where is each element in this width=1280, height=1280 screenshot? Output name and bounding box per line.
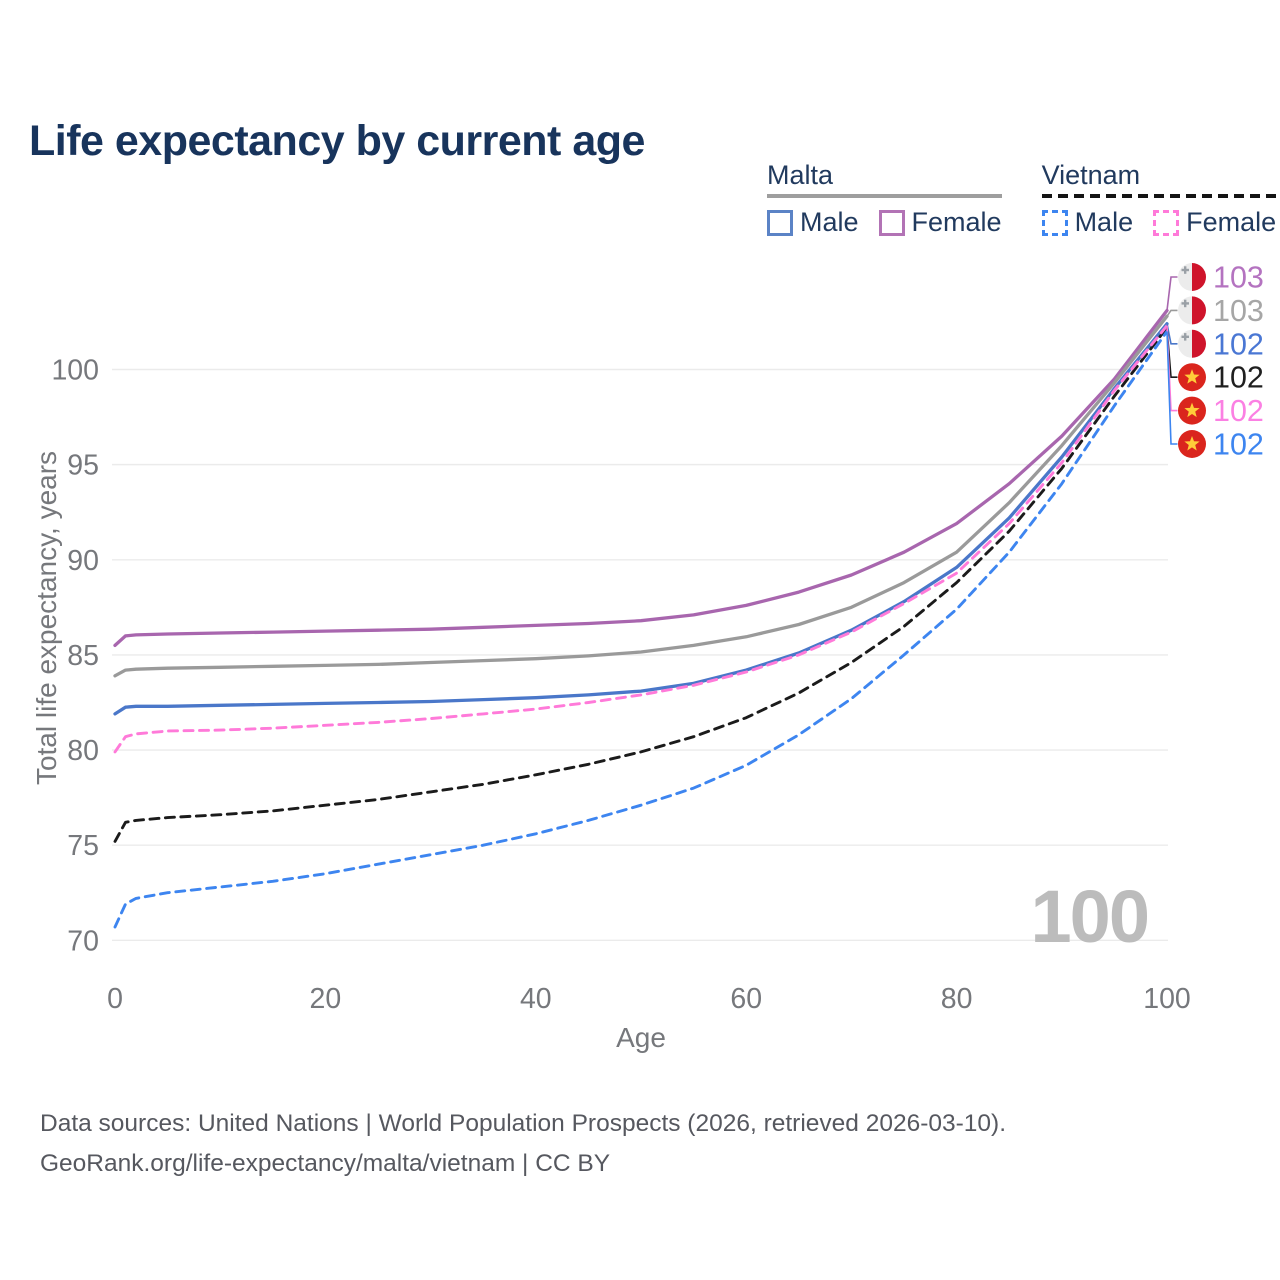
- x-tick-label: 40: [520, 983, 552, 1015]
- legend-item-label: Female: [911, 207, 1002, 237]
- series-end-label: 102: [1213, 428, 1264, 462]
- legend-item-malta-male[interactable]: Male: [767, 207, 859, 238]
- attribution-line: GeoRank.org/life-expectancy/malta/vietna…: [40, 1150, 611, 1177]
- x-tick-label: 60: [730, 983, 762, 1015]
- age-counter-watermark: 100: [1031, 875, 1148, 958]
- vietnam-flag-icon: [1178, 363, 1206, 392]
- vietnam-male-swatch-icon[interactable]: [1041, 209, 1068, 236]
- series-end-label: 103: [1213, 261, 1264, 295]
- series-end-label: 102: [1213, 327, 1264, 361]
- series-line-malta-male[interactable]: [113, 322, 1169, 716]
- end-label-connector: [1166, 323, 1178, 345]
- series-end-label: 103: [1213, 294, 1264, 328]
- x-tick-label: 20: [310, 983, 342, 1015]
- series-line-vietnam-total[interactable]: [113, 326, 1169, 843]
- y-tick-label: 95: [67, 450, 99, 482]
- vietnam-female-swatch-icon[interactable]: [1153, 209, 1180, 236]
- y-tick-label: 80: [67, 735, 99, 767]
- y-tick-label: 85: [67, 640, 99, 672]
- series-end-label: 102: [1213, 394, 1264, 428]
- end-label-connector: [1166, 309, 1178, 317]
- x-axis-title: Age: [616, 1022, 666, 1053]
- y-axis-title: Total life expectancy, years: [31, 450, 62, 786]
- legend-group-malta: Malta Male Female: [767, 160, 1002, 238]
- series-end-label: 102: [1213, 361, 1264, 395]
- y-tick-label: 90: [67, 545, 99, 577]
- legend: Malta Male Female Vietnam Male: [767, 160, 1277, 238]
- vietnam-flag-icon: [1178, 396, 1206, 425]
- malta-flag-icon: [1178, 263, 1206, 291]
- legend-group-title: Malta: [767, 160, 834, 190]
- series-line-malta-total[interactable]: [113, 314, 1169, 678]
- y-tick-label: 100: [51, 355, 99, 387]
- malta-solid-line-swatch: [767, 194, 1002, 198]
- legend-group-title: Vietnam: [1041, 160, 1141, 190]
- malta-flag-icon: [1178, 329, 1206, 358]
- footer: Data sources: United Nations | World Pop…: [40, 1104, 1006, 1184]
- x-tick-label: 80: [941, 983, 973, 1015]
- vietnam-dashed-line-swatch: [1041, 194, 1277, 198]
- legend-item-vietnam-female[interactable]: Female: [1153, 207, 1276, 238]
- x-tick-label: 0: [107, 983, 123, 1015]
- legend-item-label: Male: [1074, 207, 1134, 237]
- legend-item-label: Female: [1186, 207, 1277, 237]
- malta-flag-icon: [1178, 296, 1206, 325]
- legend-item-malta-female[interactable]: Female: [878, 207, 1002, 238]
- legend-item-label: Male: [800, 207, 859, 237]
- series-line-malta-female[interactable]: [113, 308, 1169, 648]
- y-tick-label: 70: [67, 925, 99, 957]
- series-line-vietnam-male[interactable]: [113, 329, 1169, 929]
- malta-male-swatch-icon[interactable]: [767, 209, 793, 236]
- malta-female-swatch-icon[interactable]: [878, 209, 905, 236]
- y-tick-label: 75: [67, 830, 99, 862]
- page-title: Life expectancy by current age: [29, 116, 645, 165]
- legend-group-vietnam: Vietnam Male Female: [1041, 160, 1277, 238]
- vietnam-flag-icon: [1178, 430, 1206, 458]
- end-label-connector: [1166, 276, 1178, 311]
- series-line-vietnam-female[interactable]: [113, 324, 1169, 754]
- data-sources-line: Data sources: United Nations | World Pop…: [40, 1110, 1007, 1137]
- legend-item-vietnam-male[interactable]: Male: [1041, 207, 1134, 238]
- x-tick-label: 100: [1143, 983, 1191, 1015]
- end-label-connector: [1166, 331, 1178, 445]
